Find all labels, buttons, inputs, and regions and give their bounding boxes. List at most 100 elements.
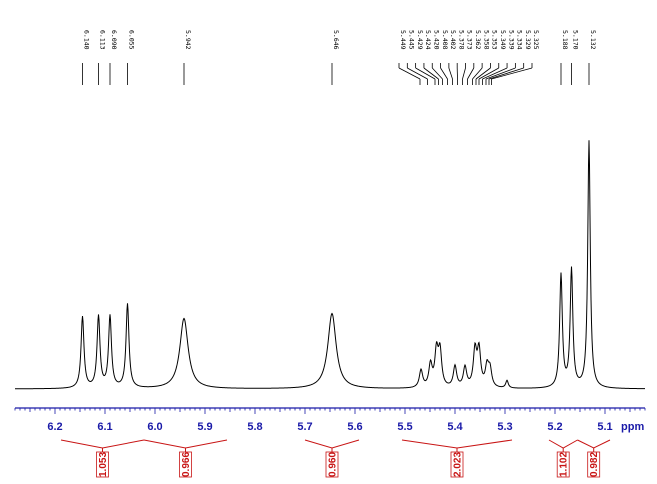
x-tick-label: 5.7 — [297, 421, 312, 433]
peak-label: 5.188 — [560, 30, 569, 85]
peak-label-text: 5.402 — [449, 30, 457, 50]
peak-label-connector — [467, 67, 475, 80]
x-tick-label: 6.1 — [97, 421, 112, 433]
peak-label-text: 5.429 — [416, 30, 424, 50]
peak-label-text: 6.090 — [110, 30, 118, 50]
peak-label-text: 5.942 — [184, 30, 192, 50]
integral-value: 1.102 — [559, 452, 570, 477]
integral-bracket — [143, 439, 228, 449]
peak-label-text: 5.362 — [474, 30, 482, 50]
peak-label-connector — [485, 67, 516, 80]
peak-label: 6.090 — [109, 30, 118, 85]
integral-value-box — [179, 451, 192, 478]
peak-label: 6.055 — [127, 30, 136, 85]
integral-bracket — [577, 439, 611, 449]
peak-label-text: 5.349 — [499, 30, 507, 50]
spectrum-line — [14, 140, 645, 390]
peak-label-connector — [475, 67, 491, 80]
peak-label-connector — [462, 67, 466, 80]
peak-label-connector — [478, 67, 499, 80]
peak-label-text: 5.378 — [457, 30, 465, 50]
peak-label: 5.349 — [478, 30, 507, 85]
integral-bracket — [60, 439, 145, 449]
peak-label: 6.140 — [82, 30, 91, 85]
integral: 2.023 — [401, 439, 513, 478]
peak-label-text: 5.329 — [524, 30, 532, 50]
peak-label: 6.113 — [98, 30, 107, 85]
peak-label-text: 5.424 — [424, 30, 432, 50]
peak-label-text: 5.449 — [399, 30, 407, 50]
integral: 0.982 — [577, 439, 611, 478]
peak-label-text: 6.140 — [83, 30, 91, 50]
x-tick-label: 5.5 — [397, 421, 412, 433]
x-tick-label: 5.8 — [247, 421, 262, 433]
integral-value-box — [96, 451, 109, 478]
peak-label-text: 6.113 — [99, 30, 107, 50]
x-tick-label: 5.2 — [547, 421, 562, 433]
peak-label-text: 5.132 — [589, 30, 597, 50]
integral: 0.966 — [143, 439, 228, 478]
x-tick-label: 5.9 — [197, 421, 212, 433]
peak-label-text: 5.170 — [572, 30, 580, 50]
peak-label: 5.445 — [406, 30, 428, 85]
integral-value: 0.966 — [181, 452, 192, 477]
integral-value: 0.960 — [328, 452, 339, 477]
peak-label-connector — [407, 67, 428, 80]
peak-label-text: 5.420 — [432, 30, 440, 50]
peak-label-connector — [431, 67, 443, 80]
peak-label-text: 5.445 — [408, 30, 416, 50]
peak-label-text: 5.325 — [532, 30, 540, 50]
peak-label: 5.420 — [431, 30, 443, 85]
integral: 1.102 — [548, 439, 578, 478]
x-tick-label: 5.3 — [497, 421, 512, 433]
peak-label: 5.942 — [183, 30, 192, 85]
peak-label: 5.339 — [482, 30, 515, 85]
x-tick-label: 6.0 — [147, 421, 162, 433]
peak-label: 5.325 — [491, 30, 540, 85]
x-tick-label: 6.2 — [47, 421, 62, 433]
peak-label: 5.170 — [571, 30, 580, 85]
x-tick-label: 5.6 — [347, 421, 362, 433]
peak-label-connector — [448, 67, 453, 80]
peak-label-connector — [415, 67, 436, 80]
peak-label-connector — [440, 67, 448, 80]
integral-bracket — [401, 439, 513, 449]
peak-label: 5.424 — [423, 30, 439, 85]
peak-label-text: 6.055 — [128, 30, 136, 50]
integral-layer: 1.053 0.966 0.960 2.023 1.102 0.982 — [60, 439, 611, 478]
peak-label: 5.353 — [475, 30, 499, 85]
peak-label-connector — [398, 67, 421, 80]
peak-label-connector — [423, 67, 439, 80]
peak-label: 5.646 — [331, 30, 340, 85]
peak-label: 5.429 — [415, 30, 436, 85]
peak-label: 5.334 — [485, 30, 524, 85]
peak-label-connector — [491, 67, 533, 80]
peak-label: 5.373 — [462, 30, 474, 85]
integral-value: 0.982 — [589, 452, 600, 477]
x-axis-unit-label: ppm — [621, 421, 644, 433]
integral: 0.960 — [304, 439, 360, 478]
peak-label: 5.449 — [398, 30, 421, 85]
peak-label: 5.402 — [448, 30, 457, 85]
peak-label-text: 5.188 — [561, 30, 569, 50]
x-tick-label: 5.1 — [597, 421, 612, 433]
peak-label-connector — [488, 67, 524, 80]
integral: 1.053 — [60, 439, 145, 478]
peak-label-text: 5.646 — [332, 30, 340, 50]
x-tick-label: 5.4 — [447, 421, 463, 433]
peak-label-connector — [472, 67, 483, 80]
integral-value-box — [556, 451, 570, 478]
integral-bracket — [548, 439, 578, 449]
peak-label-connector — [482, 67, 508, 80]
peak-label: 5.329 — [488, 30, 532, 85]
peak-label-text: 5.334 — [516, 30, 524, 50]
integral-value-box — [325, 451, 339, 478]
peak-label-text: 5.358 — [482, 30, 490, 50]
peak-label: 5.362 — [467, 30, 482, 85]
peak-label-layer: 6.140 6.113 6.090 6.055 5.942 5.646 5.449 5.445… — [82, 30, 597, 85]
peak-label: 5.408 — [440, 30, 449, 85]
peak-label: 5.132 — [588, 30, 597, 85]
spectrum-layer — [14, 140, 645, 390]
peak-label-text: 5.353 — [491, 30, 499, 50]
